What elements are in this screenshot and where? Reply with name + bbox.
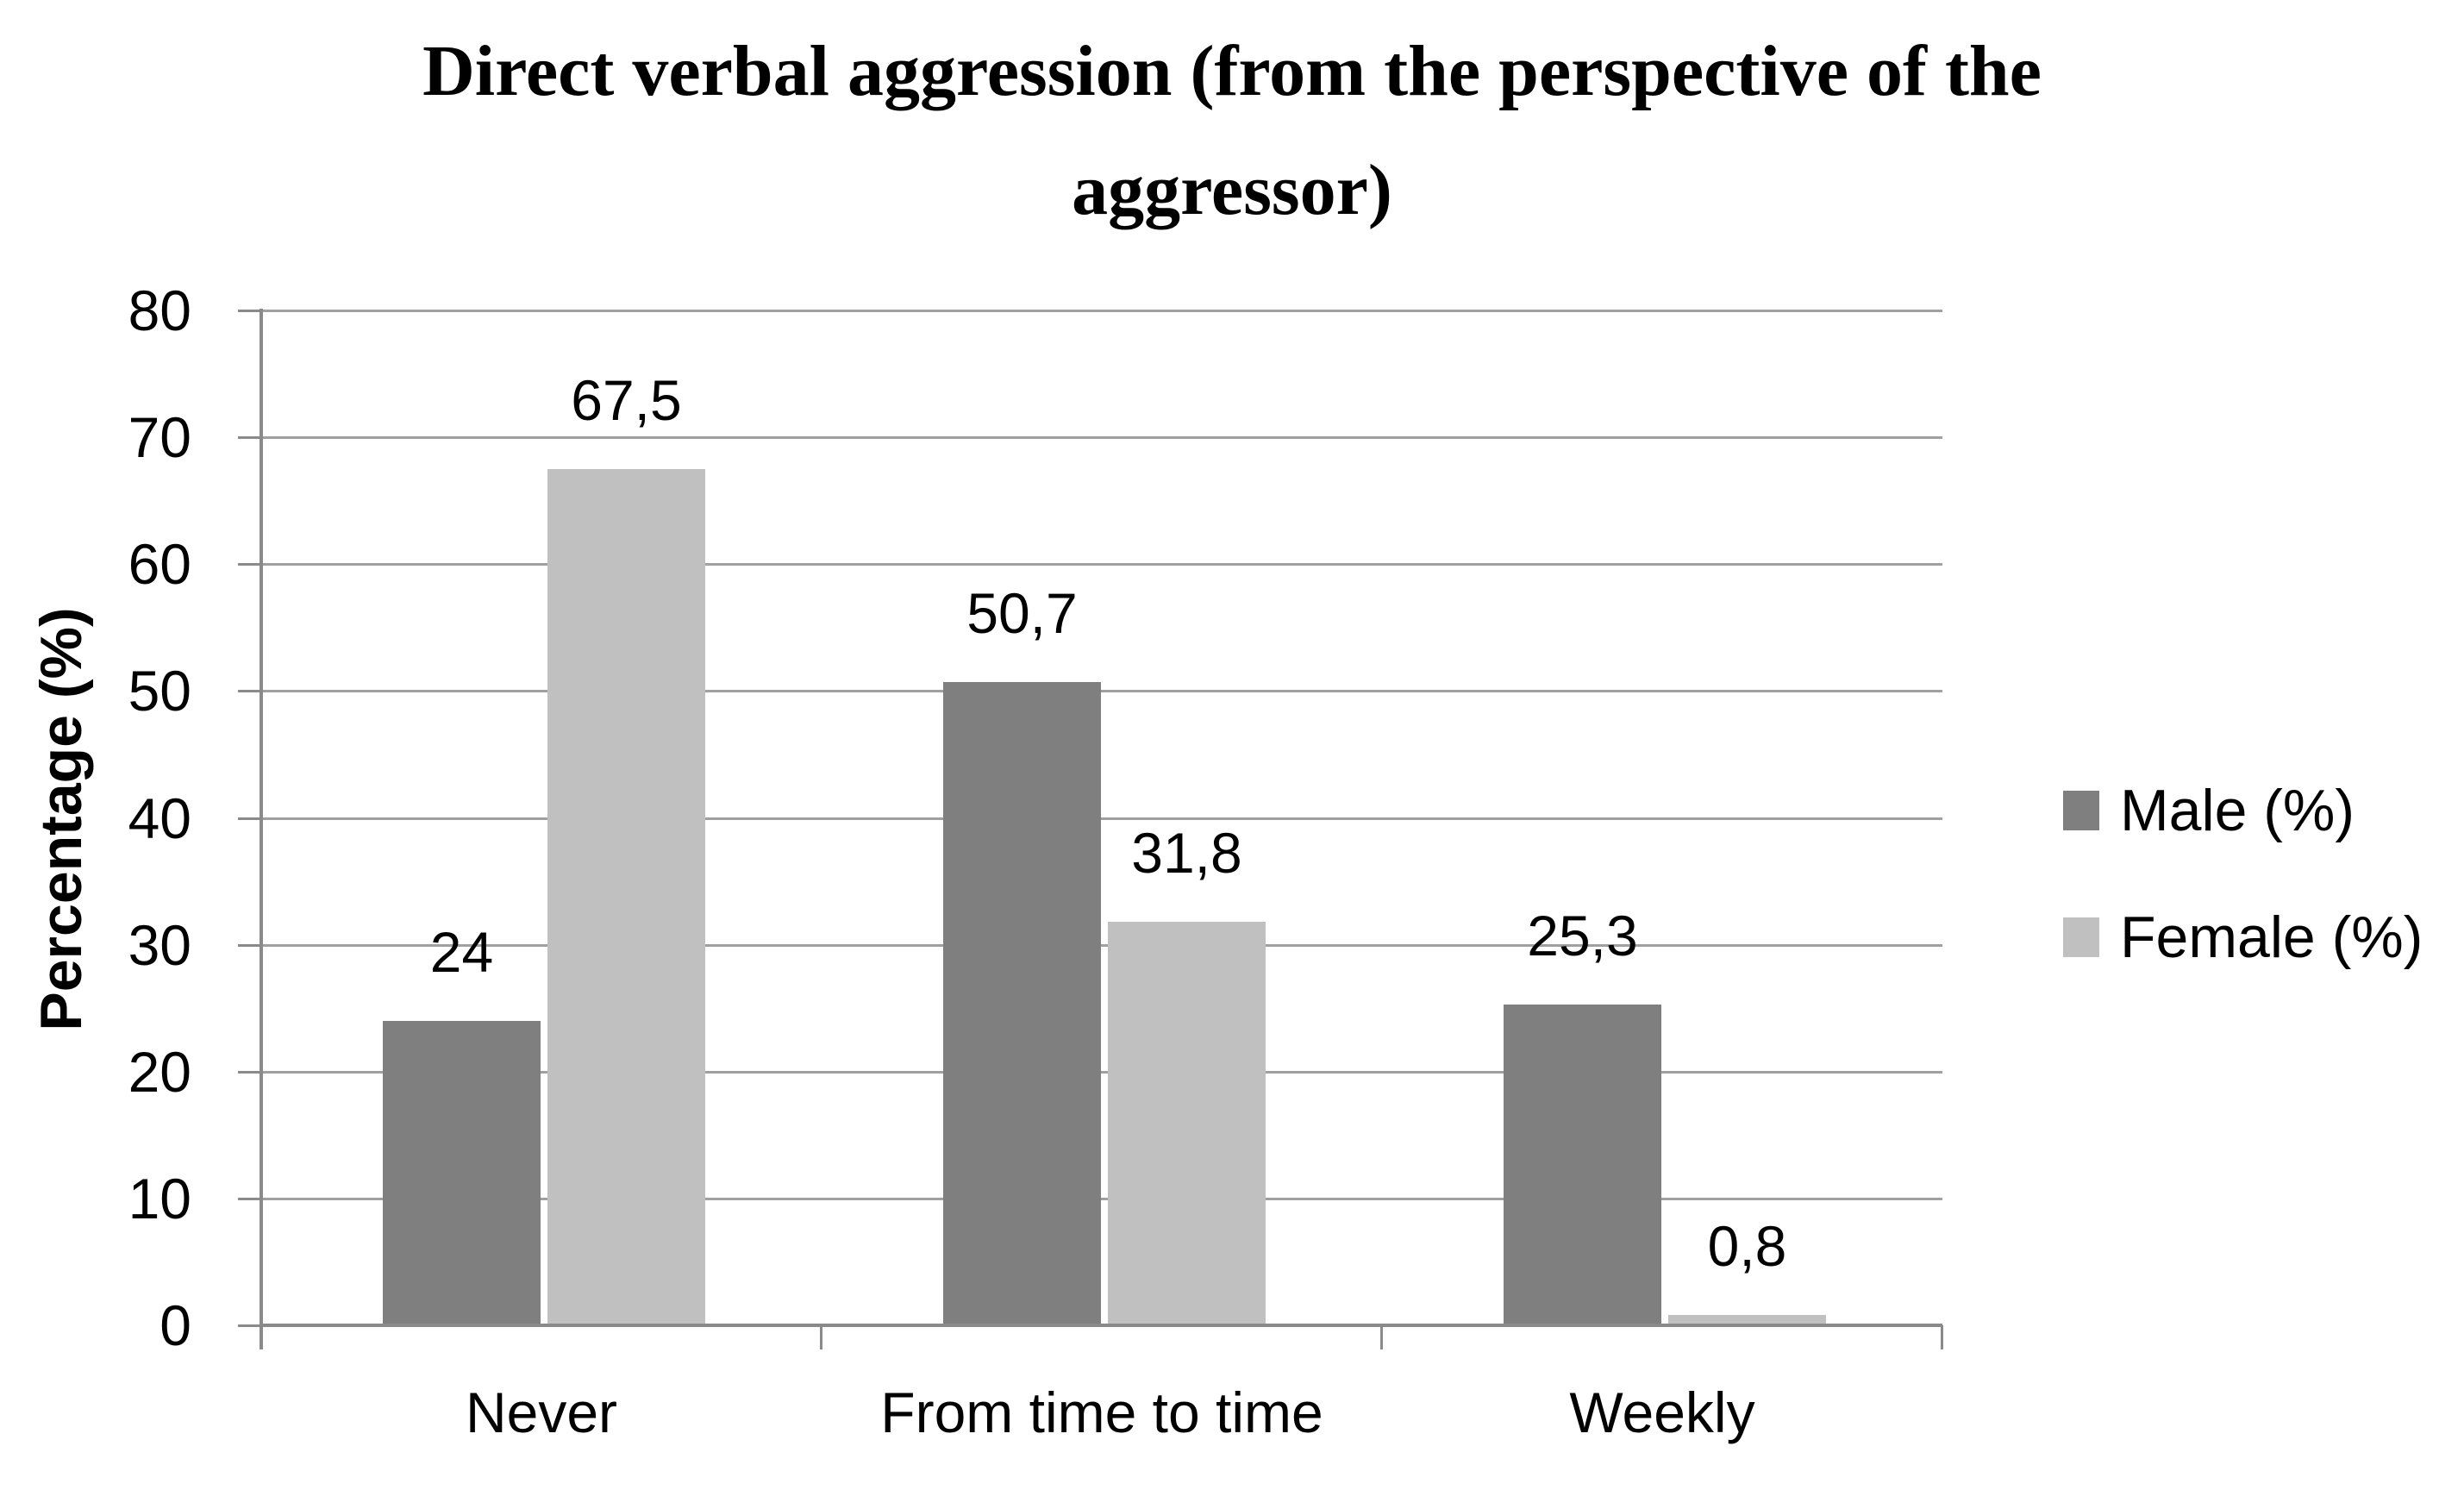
gridline-10 bbox=[261, 1197, 1942, 1200]
y-tick-mark-50 bbox=[238, 690, 261, 693]
legend-swatch-female bbox=[2063, 917, 2099, 957]
y-tick-mark-10 bbox=[238, 1197, 261, 1200]
gridline-40 bbox=[261, 817, 1942, 820]
chart-title-line1: Direct verbal aggression (from the persp… bbox=[422, 31, 2042, 111]
y-tick-label-0: 0 bbox=[159, 1293, 191, 1357]
x-tick-mark-3 bbox=[1941, 1325, 1943, 1349]
x-tick-mark-1 bbox=[820, 1325, 822, 1349]
y-tick-mark-70 bbox=[238, 436, 261, 440]
y-axis-line bbox=[260, 309, 263, 1349]
y-tick-mark-20 bbox=[238, 1070, 261, 1074]
data-label-male-0: 24 bbox=[429, 919, 494, 984]
y-tick-mark-80 bbox=[238, 310, 261, 312]
chart-title-line2: aggressor) bbox=[1072, 150, 1392, 230]
data-label-male-1: 50,7 bbox=[966, 581, 1078, 646]
bar-male-1 bbox=[943, 682, 1101, 1325]
bar-female-0 bbox=[547, 468, 705, 1325]
legend: Male (%) Female (%) bbox=[2063, 776, 2423, 1030]
y-tick-mark-60 bbox=[238, 563, 261, 567]
bar-female-2 bbox=[1668, 1315, 1826, 1325]
y-tick-label-50: 50 bbox=[128, 659, 191, 723]
data-label-male-2: 25,3 bbox=[1527, 903, 1638, 967]
gridline-80 bbox=[261, 310, 1942, 312]
legend-swatch-male bbox=[2063, 791, 2099, 830]
y-tick-label-80: 80 bbox=[128, 279, 191, 342]
legend-label-female: Female (%) bbox=[2120, 905, 2423, 970]
data-label-female-2: 0,8 bbox=[1707, 1214, 1787, 1279]
bar-female-1 bbox=[1108, 922, 1266, 1325]
legend-item-female: Female (%) bbox=[2063, 903, 2423, 972]
y-tick-label-10: 10 bbox=[128, 1166, 191, 1230]
bar-male-2 bbox=[1504, 1004, 1661, 1325]
y-tick-label-70: 70 bbox=[128, 405, 191, 470]
x-category-label-1: From time to time bbox=[880, 1380, 1323, 1444]
gridline-60 bbox=[261, 563, 1942, 567]
gridline-50 bbox=[261, 690, 1942, 693]
gridline-30 bbox=[261, 943, 1942, 947]
x-axis-line bbox=[261, 1324, 1942, 1327]
legend-item-male: Male (%) bbox=[2063, 776, 2423, 845]
x-tick-mark-2 bbox=[1380, 1325, 1383, 1349]
legend-label-male: Male (%) bbox=[2120, 778, 2355, 843]
y-tick-label-30: 30 bbox=[128, 912, 191, 977]
y-tick-mark-40 bbox=[238, 817, 261, 820]
gridline-20 bbox=[261, 1070, 1942, 1074]
y-tick-label-20: 20 bbox=[128, 1039, 191, 1104]
bar-male-0 bbox=[383, 1020, 541, 1325]
data-label-female-1: 31,8 bbox=[1131, 821, 1242, 886]
y-tick-mark-0 bbox=[238, 1324, 261, 1327]
gridline-70 bbox=[261, 436, 1942, 440]
x-category-label-0: Never bbox=[465, 1380, 618, 1444]
data-label-female-0: 67,5 bbox=[571, 367, 682, 432]
y-tick-label-60: 60 bbox=[128, 532, 191, 597]
chart-title: Direct verbal aggression (from the persp… bbox=[0, 12, 2464, 250]
y-tick-mark-30 bbox=[238, 943, 261, 947]
y-tick-label-40: 40 bbox=[128, 786, 191, 850]
x-category-label-2: Weekly bbox=[1569, 1380, 1755, 1444]
